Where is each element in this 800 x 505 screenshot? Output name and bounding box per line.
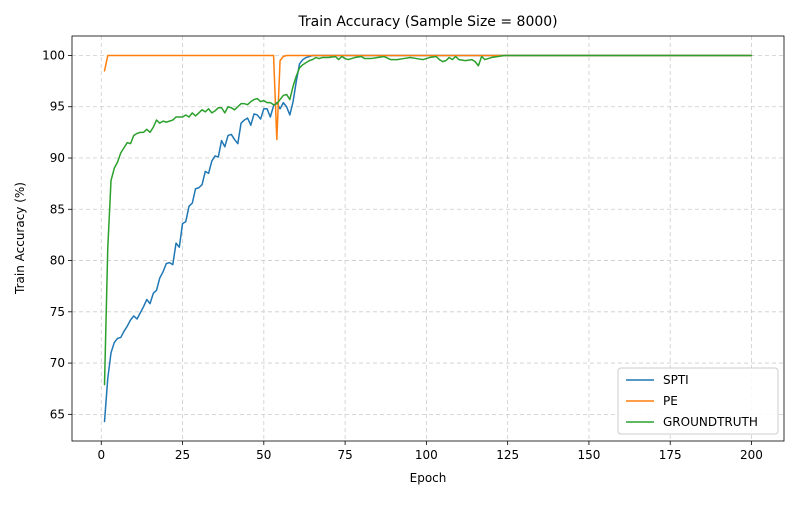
- series-layer: [103, 54, 753, 423]
- series-line-groundtruth: [103, 54, 753, 386]
- x-tick-label: 100: [415, 448, 438, 462]
- y-tick-label: 100: [42, 48, 65, 62]
- plot-frame: [71, 35, 785, 442]
- chart-title: Train Accuracy (Sample Size = 8000): [297, 14, 557, 30]
- x-tick-label: 175: [659, 448, 682, 462]
- x-tick-label: 150: [577, 448, 600, 462]
- y-tick-label: 70: [50, 356, 65, 370]
- x-tick-label: 75: [337, 448, 352, 462]
- x-tick-label: 125: [496, 448, 519, 462]
- y-tick-label: 75: [50, 305, 65, 319]
- x-tick-label: 25: [175, 448, 190, 462]
- x-tick-label: 200: [740, 448, 763, 462]
- y-tick-label: 80: [50, 254, 65, 268]
- x-axis-label: Epoch: [410, 471, 447, 485]
- legend-label-pe: PE: [663, 394, 678, 408]
- y-tick-label: 95: [50, 100, 65, 114]
- y-tick-label: 85: [50, 202, 65, 216]
- legend-label-groundtruth: GROUNDTRUTH: [663, 415, 758, 429]
- x-tick-label: 50: [256, 448, 271, 462]
- legend-label-spti: SPTI: [663, 373, 689, 387]
- y-axis-label: Train Accuracy (%): [13, 182, 27, 295]
- legend: SPTI PE GROUNDTRUTH: [617, 367, 779, 435]
- tick-layer: 0 25 50 75 100 125 150 175 200 65 70 75 80 85 90 95 100: [42, 48, 763, 462]
- y-tick-label: 90: [50, 151, 65, 165]
- x-tick-label: 0: [97, 448, 105, 462]
- legend-box: [617, 367, 779, 435]
- y-tick-label: 65: [50, 407, 65, 421]
